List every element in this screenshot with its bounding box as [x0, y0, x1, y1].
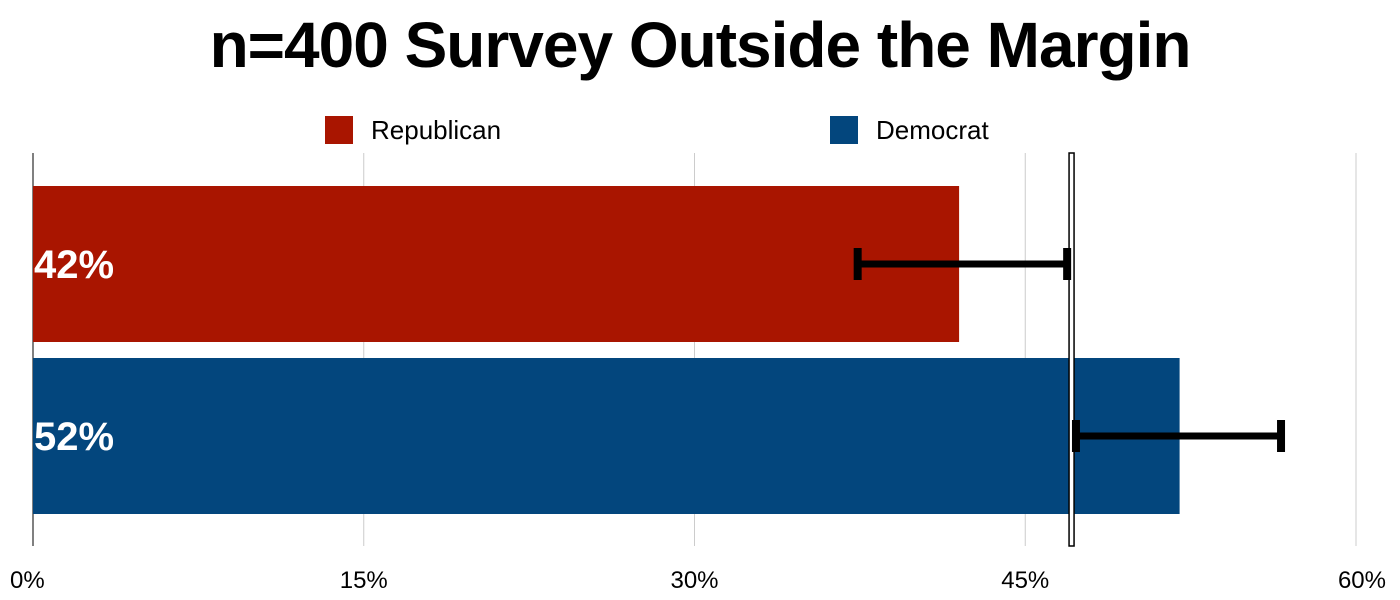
error-bar-republican	[853, 248, 1072, 280]
x-tick-label: 30%	[670, 567, 718, 594]
legend-label-republican: Republican	[371, 114, 502, 145]
legend-item-democrat: Democrat	[830, 115, 989, 145]
legend-swatch-republican	[325, 116, 353, 144]
error-bar-democrat	[1071, 420, 1286, 452]
chart-title: n=400 Survey Outside the Margin	[209, 9, 1192, 81]
reference-line	[1068, 152, 1075, 547]
x-tick-label: 60%	[1338, 567, 1386, 594]
legend-label-democrat: Democrat	[876, 114, 989, 145]
bar-democrat	[33, 358, 1180, 514]
bar-value-label: 42%	[34, 243, 114, 287]
x-tick-label: 0%	[10, 567, 45, 594]
legend-swatch-democrat	[830, 116, 858, 144]
legend-item-republican: Republican	[325, 115, 501, 145]
x-tick-label: 45%	[1001, 567, 1049, 594]
x-tick-label: 15%	[340, 567, 388, 594]
bar-value-label: 52%	[34, 415, 114, 459]
bar-republican	[33, 186, 960, 342]
